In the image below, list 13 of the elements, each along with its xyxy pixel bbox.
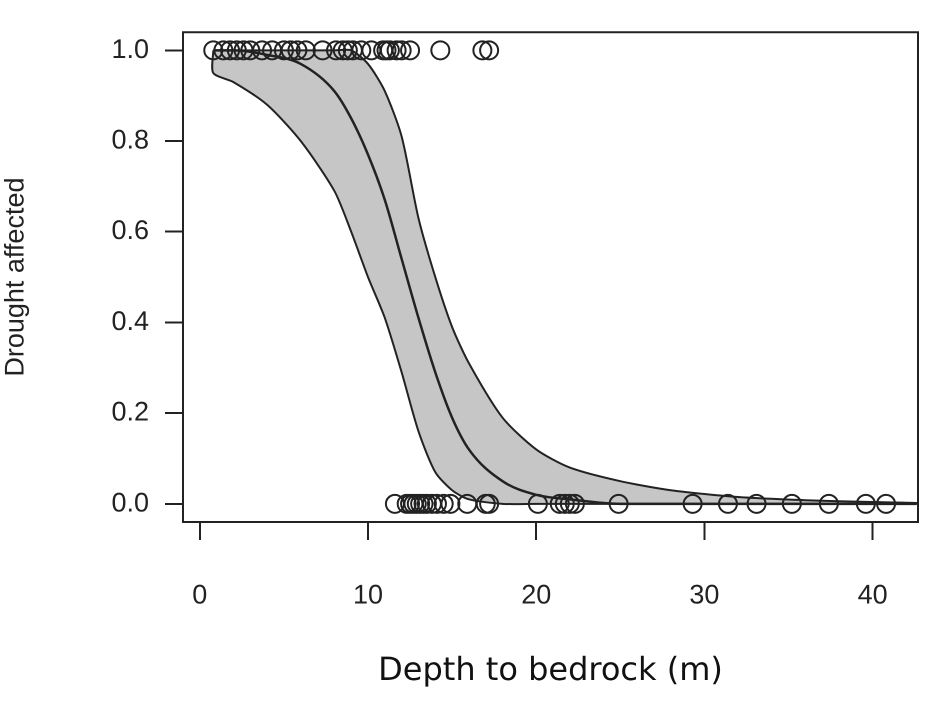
y-tick-label: 0.2 (111, 396, 149, 427)
y-tick-label: 0.4 (111, 306, 149, 336)
y-tick-label: 0.8 (111, 124, 149, 154)
x-tick-label: 30 (689, 580, 720, 610)
y-tick-label: 0.0 (111, 487, 149, 518)
x-axis-title: Depth to bedrock (m) (378, 650, 723, 688)
x-tick-label: 20 (521, 580, 552, 610)
x-tick-label: 10 (352, 580, 384, 610)
x-tick-label: 0 (192, 580, 208, 610)
y-axis-title: Drought affected (0, 178, 30, 377)
y-tick-label: 0.6 (111, 215, 149, 246)
x-tick-label: 40 (858, 580, 888, 610)
y-tick-label: 1.0 (111, 34, 149, 64)
